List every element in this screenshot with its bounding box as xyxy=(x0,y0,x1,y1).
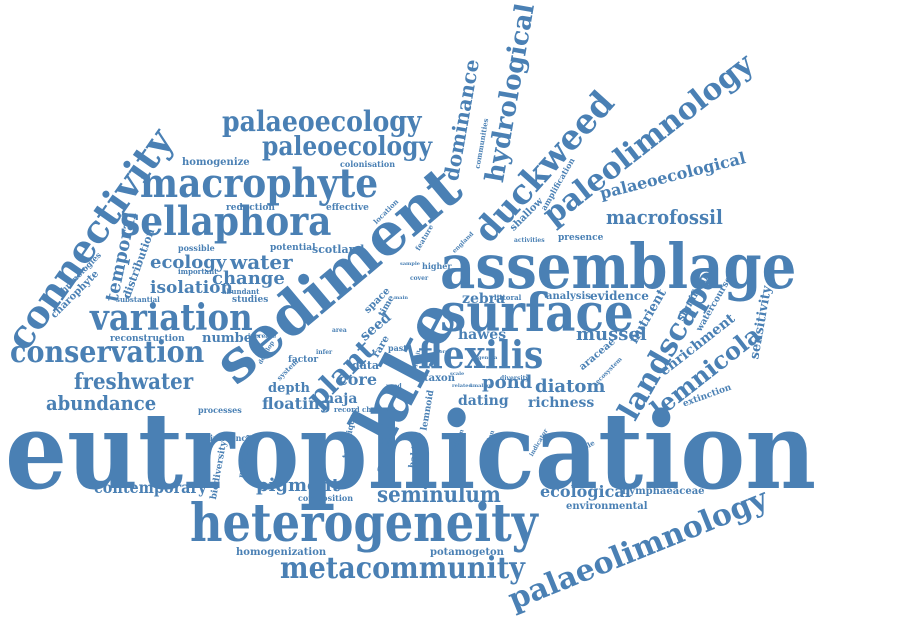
word-higher: higher xyxy=(422,262,452,270)
word-ecological: ecological xyxy=(540,484,631,500)
word-infer: infer xyxy=(316,350,332,356)
word-dating: dating xyxy=(458,394,509,408)
word-potential: potential xyxy=(270,244,316,253)
word-potamogeton: potamogeton xyxy=(430,548,504,558)
word-possible: possible xyxy=(178,244,215,252)
word-ecosystem: ecosystem xyxy=(595,357,624,386)
word-area: area xyxy=(332,328,347,334)
word-more: more xyxy=(434,350,448,355)
word-homogenization: homogenization xyxy=(236,548,326,558)
word-smaller: smaller xyxy=(470,384,491,389)
word-used: used xyxy=(386,384,402,390)
word-important: important xyxy=(178,268,217,275)
word-depth: depth xyxy=(268,382,310,395)
word-activities: activities xyxy=(514,238,545,244)
word-studies: studies xyxy=(232,296,268,305)
word-reduction: reduction xyxy=(226,204,275,213)
word-related: related xyxy=(452,384,472,389)
word-richness: richness xyxy=(528,396,594,410)
word-increase: increase xyxy=(248,334,276,340)
word-macrofossil: macrofossil xyxy=(606,207,723,227)
word-isolation: isolation xyxy=(150,280,233,297)
word-processes: processes xyxy=(198,406,242,414)
word-analysis: analysis xyxy=(546,292,591,302)
word-abundance: abundance xyxy=(46,393,156,413)
word-data: data xyxy=(352,360,379,371)
word-scotland: scotland xyxy=(312,244,364,255)
word-scale: scale xyxy=(450,372,464,377)
word-naja: naja xyxy=(324,392,357,406)
word-colonisation: colonisation xyxy=(340,160,395,168)
word-contemporary: contemporary xyxy=(94,480,206,496)
word-past: past xyxy=(388,344,407,352)
word-littoral: littoral xyxy=(494,294,521,301)
word-effective: effective xyxy=(326,204,369,213)
word-diversity: diversity xyxy=(500,376,529,382)
word-homogenize: homogenize xyxy=(182,158,250,168)
word-core: core xyxy=(338,372,377,388)
word-seminulum: seminulum xyxy=(377,484,501,506)
word-substantial: substantial xyxy=(116,296,160,303)
word-paleoecology: paleoecology xyxy=(262,134,432,160)
word-charon: charon xyxy=(362,406,389,413)
word-metacommunity: metacommunity xyxy=(280,554,525,584)
word-composition: composition xyxy=(298,494,353,502)
word-hawes: hawes xyxy=(458,328,506,342)
word-main: main xyxy=(394,296,408,301)
word-floating: floating xyxy=(262,396,331,412)
word-genera: genera xyxy=(478,356,497,361)
word-evidence: evidence xyxy=(590,290,649,302)
word-presence: presence xyxy=(558,234,603,243)
word-sample: sample xyxy=(400,262,420,267)
word-freshwater: freshwater xyxy=(74,371,193,393)
word-record: record xyxy=(334,406,360,413)
word-nymphaeaceae: nymphaeaceae xyxy=(622,487,705,497)
word-reconstruction: reconstruction xyxy=(110,335,185,344)
word-abundant: abundant xyxy=(222,288,259,295)
word-influence: influence xyxy=(210,434,251,442)
word-cover: cover xyxy=(410,276,428,282)
word-environmental: environmental xyxy=(566,502,648,512)
